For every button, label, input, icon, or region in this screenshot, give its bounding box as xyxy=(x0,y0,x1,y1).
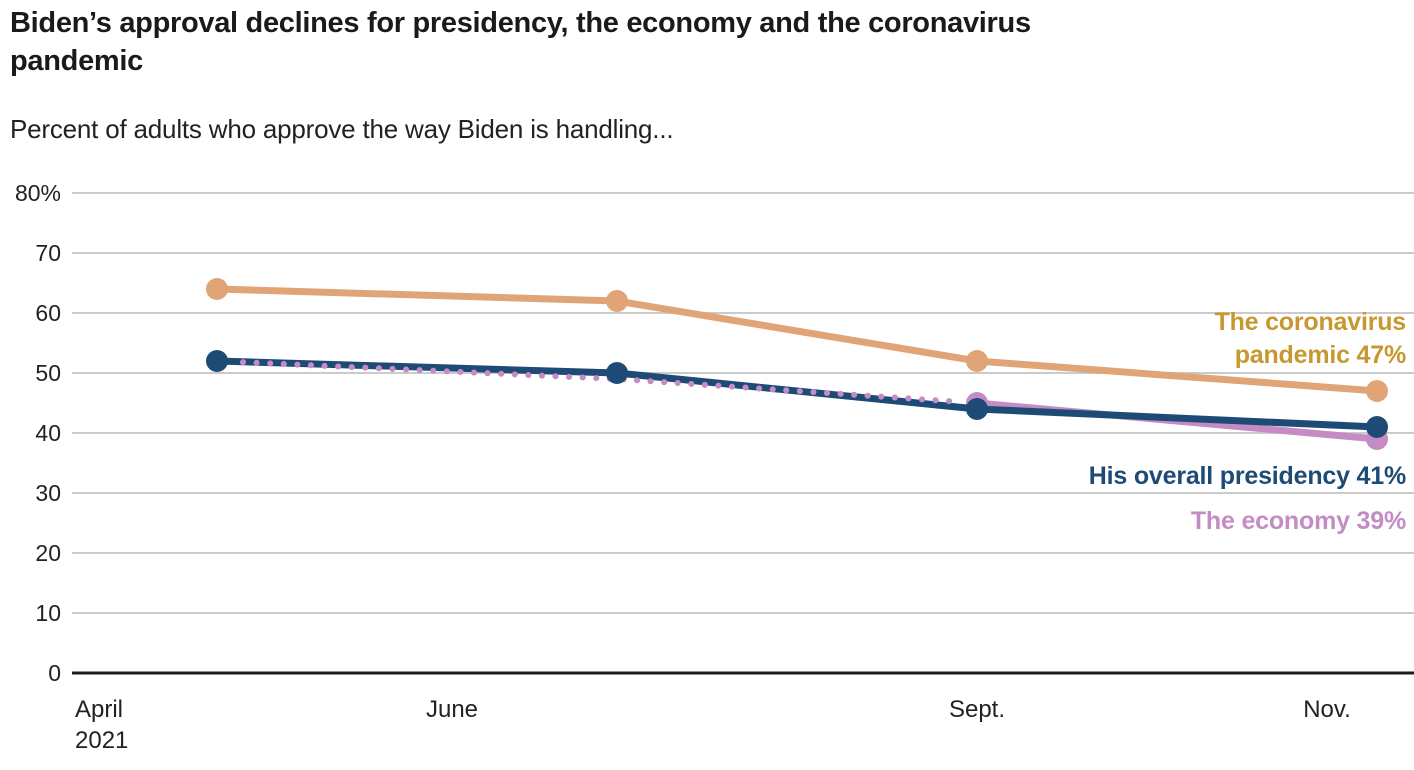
chart-title: Biden’s approval declines for presidency… xyxy=(10,4,1031,80)
chart-subtitle: Percent of adults who approve the way Bi… xyxy=(10,114,674,144)
x-tick-label-month: April xyxy=(75,696,124,723)
x-tick-label-month: Nov. xyxy=(1303,696,1351,723)
x-tick-label: April 2021 xyxy=(75,694,128,756)
y-tick-label: 80% xyxy=(14,180,61,206)
series-point-presidency xyxy=(966,398,988,420)
y-tick-label: 10 xyxy=(35,600,61,626)
x-tick-label-month: June xyxy=(425,696,479,723)
series-label-economy: The economy 39% xyxy=(1190,507,1406,535)
chart-title-line1: Biden’s approval declines for presidency… xyxy=(10,7,1031,39)
series-point-presidency xyxy=(606,362,628,384)
series-point-pandemic xyxy=(1366,380,1388,402)
y-tick-label: 70 xyxy=(35,240,61,266)
series-label-presidency: His overall presidency 41% xyxy=(1088,462,1406,490)
series-point-pandemic xyxy=(206,278,228,300)
y-tick-label: 50 xyxy=(35,360,61,386)
series-label-pandemic: The coronavirus pandemic 47% xyxy=(1215,306,1407,372)
x-tick-label: Nov. xyxy=(1247,694,1407,725)
x-tick-label: Sept. xyxy=(897,694,1057,725)
series-label-pandemic-line1: The coronavirus xyxy=(1214,308,1407,336)
y-tick-label: 20 xyxy=(35,540,61,566)
x-tick-label-year: 2021 xyxy=(75,727,129,754)
series-line-pandemic xyxy=(216,285,1378,395)
y-tick-label: 0 xyxy=(48,660,61,686)
y-tick-label: 60 xyxy=(35,300,61,326)
y-tick-label: 30 xyxy=(35,480,61,506)
series-point-presidency xyxy=(206,350,228,372)
y-tick-label: 40 xyxy=(35,420,61,446)
series-line-economy-dotted xyxy=(239,359,957,405)
series-point-pandemic xyxy=(606,290,628,312)
chart-title-line2: pandemic xyxy=(10,45,143,77)
series-label-pandemic-line2: pandemic 47% xyxy=(1234,341,1406,369)
series-point-pandemic xyxy=(966,350,988,372)
x-tick-label-month: Sept. xyxy=(948,696,1006,723)
x-tick-label: June xyxy=(372,694,532,725)
series-point-presidency xyxy=(1366,416,1388,438)
